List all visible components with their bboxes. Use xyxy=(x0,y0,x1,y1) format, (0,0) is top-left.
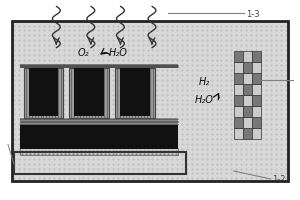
Bar xyxy=(252,73,261,84)
Bar xyxy=(20,125,178,149)
Bar xyxy=(252,128,261,139)
Text: 1-2: 1-2 xyxy=(272,175,286,184)
Bar xyxy=(234,106,243,117)
Bar xyxy=(12,21,288,181)
Text: 1-3: 1-3 xyxy=(246,10,259,19)
Bar xyxy=(252,117,261,128)
Bar xyxy=(243,51,252,62)
Bar xyxy=(69,68,109,118)
Bar xyxy=(252,106,261,117)
Text: H₂O: H₂O xyxy=(109,48,128,58)
Bar xyxy=(252,84,261,95)
Bar xyxy=(252,62,261,73)
Text: O₂: O₂ xyxy=(77,48,89,58)
Bar xyxy=(234,84,243,95)
Bar xyxy=(74,68,104,116)
Bar xyxy=(243,95,252,106)
Bar xyxy=(120,68,150,116)
Bar xyxy=(20,64,178,68)
Bar xyxy=(243,128,252,139)
Bar xyxy=(29,68,58,116)
Bar xyxy=(20,118,178,125)
Bar xyxy=(24,68,63,118)
Bar xyxy=(252,95,261,106)
Bar xyxy=(243,73,252,84)
Bar xyxy=(234,51,243,62)
Bar xyxy=(243,106,252,117)
Text: H₂O: H₂O xyxy=(195,95,214,105)
Bar xyxy=(14,152,187,174)
Bar xyxy=(116,68,155,118)
Bar xyxy=(243,62,252,73)
Bar xyxy=(252,51,261,62)
Text: H₂: H₂ xyxy=(199,77,210,87)
Bar xyxy=(243,117,252,128)
Bar xyxy=(234,95,243,106)
Bar xyxy=(234,73,243,84)
Bar xyxy=(12,21,288,181)
Bar xyxy=(234,128,243,139)
Bar xyxy=(234,62,243,73)
Bar xyxy=(234,117,243,128)
Bar xyxy=(243,84,252,95)
Bar xyxy=(20,148,178,155)
